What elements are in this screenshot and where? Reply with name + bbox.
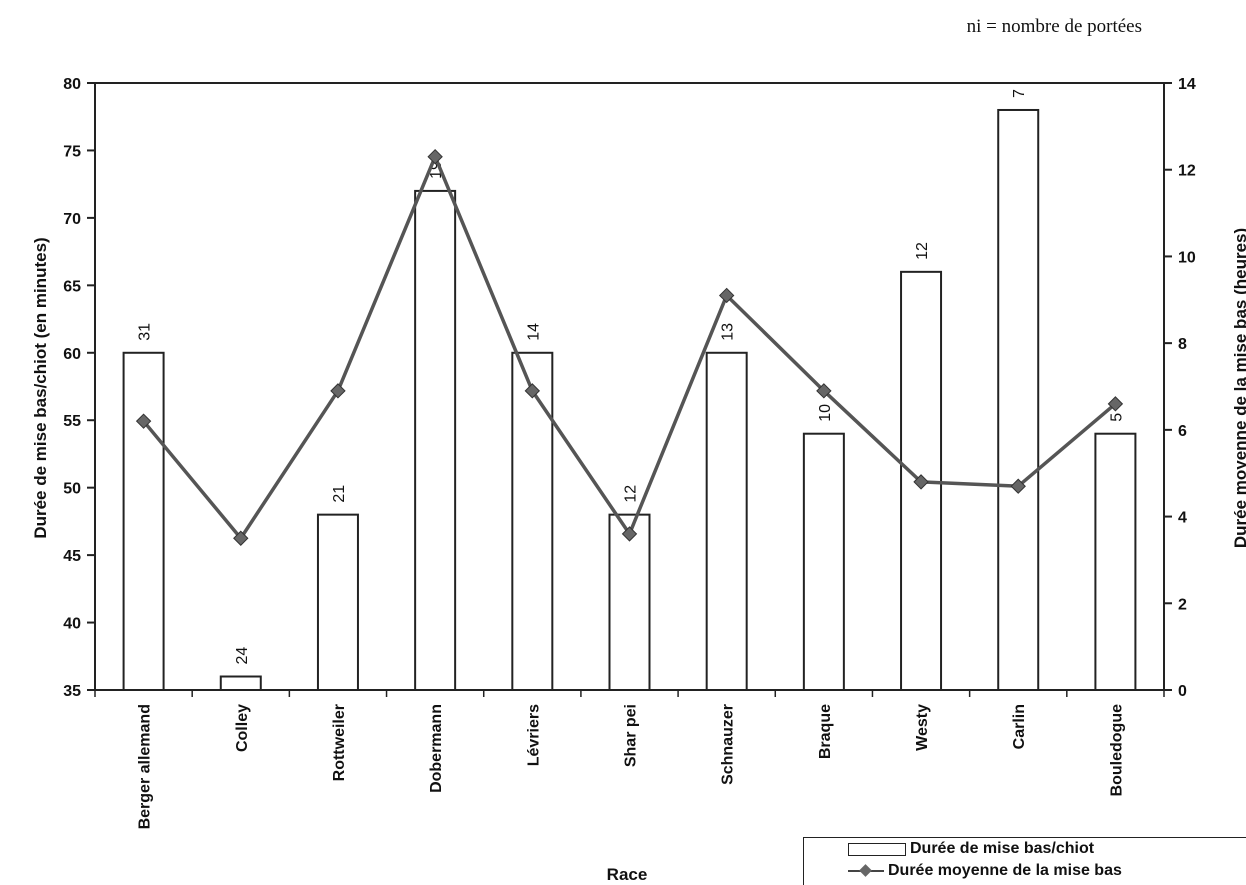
line-point — [233, 530, 249, 546]
bar-data-label: 12 — [914, 242, 931, 260]
y-tick-label: 75 — [63, 143, 81, 160]
line-point — [524, 383, 541, 399]
line-point — [330, 383, 346, 399]
legend-bar-label: Durée de mise bas/chiot — [910, 840, 1095, 857]
line-series — [142, 154, 1117, 540]
bar — [1094, 432, 1137, 691]
y-tick-label: 65 — [63, 278, 81, 295]
y2-tick-label: 4 — [1178, 510, 1187, 527]
x-category-label: Berger allemand — [137, 704, 154, 829]
y-tick-label: 80 — [63, 76, 81, 93]
x-category-label: Schnauzer — [720, 704, 737, 785]
y2-tick-label: 14 — [1178, 76, 1196, 93]
x-axis-title: Race — [607, 865, 648, 884]
chart-note: ni = nombre de portées — [966, 16, 1142, 37]
bar-data-label: 21 — [331, 485, 348, 503]
bar-data-label: 12 — [623, 485, 640, 503]
x-category-label: Shar pei — [623, 704, 640, 767]
x-category-label: Bouledogue — [1108, 704, 1125, 797]
legend-line-swatch — [848, 863, 884, 879]
line-point — [135, 413, 152, 429]
y2-tick-label: 10 — [1178, 249, 1196, 266]
bar — [219, 675, 262, 691]
bar-data-label: 10 — [817, 404, 834, 422]
line-point — [718, 287, 735, 304]
y-tick-label: 70 — [63, 211, 81, 228]
legend-item-line: Durée moyenne de la mise bas — [848, 862, 1122, 880]
bar-data-label: 13 — [720, 323, 737, 341]
y-tick-label: 35 — [63, 683, 81, 700]
line-point — [913, 474, 929, 490]
y-tick-label: 60 — [63, 346, 81, 363]
y-tick-label: 45 — [63, 548, 81, 565]
bar — [705, 351, 748, 691]
bar-data-label: 24 — [234, 647, 251, 665]
legend-line-label: Durée moyenne de la mise bas — [888, 862, 1122, 879]
line-point — [1010, 478, 1026, 494]
y-tick-label: 50 — [63, 481, 81, 498]
y2-tick-label: 0 — [1178, 683, 1187, 700]
x-category-label: Rottweiler — [331, 704, 348, 781]
line-point — [1107, 396, 1124, 412]
x-category-label: Carlin — [1011, 704, 1028, 749]
y-axis-title: Durée de mise bas/chiot (en minutes) — [31, 237, 50, 538]
bar-data-label: 14 — [525, 323, 542, 341]
line-point — [621, 526, 638, 542]
bar-data-label: 31 — [137, 323, 154, 341]
y2-tick-label: 6 — [1178, 423, 1187, 440]
x-category-label: Dobermann — [428, 704, 445, 793]
bar — [608, 513, 651, 692]
bar-data-label: 5 — [1108, 413, 1125, 422]
y2-axis-title: Durée moyenne de la mise bas (heures) — [1231, 228, 1246, 548]
line-point — [816, 383, 832, 399]
y2-tick-label: 8 — [1178, 336, 1187, 353]
x-category-label: Colley — [234, 704, 251, 752]
bar — [802, 432, 845, 691]
bar — [122, 351, 165, 691]
x-category-label: Braque — [817, 704, 834, 759]
plot-area: 3540455055606570758002468101214312421191… — [63, 76, 1196, 829]
bar — [316, 513, 359, 692]
bar — [511, 351, 554, 691]
y2-tick-label: 2 — [1178, 596, 1187, 613]
bar — [997, 108, 1040, 691]
legend: Durée de mise bas/chiot Durée moyenne de… — [803, 837, 1246, 885]
x-category-label: Westy — [914, 704, 931, 751]
line-point — [427, 149, 443, 165]
bar — [414, 189, 457, 692]
y-tick-label: 55 — [63, 413, 81, 430]
legend-bar-swatch — [848, 842, 906, 856]
y-tick-label: 40 — [63, 616, 81, 633]
bar-data-label: 7 — [1011, 89, 1028, 98]
x-category-label: Lévriers — [525, 704, 542, 766]
y2-tick-label: 12 — [1178, 163, 1196, 180]
legend-item-bars: Durée de mise bas/chiot — [848, 840, 1094, 858]
